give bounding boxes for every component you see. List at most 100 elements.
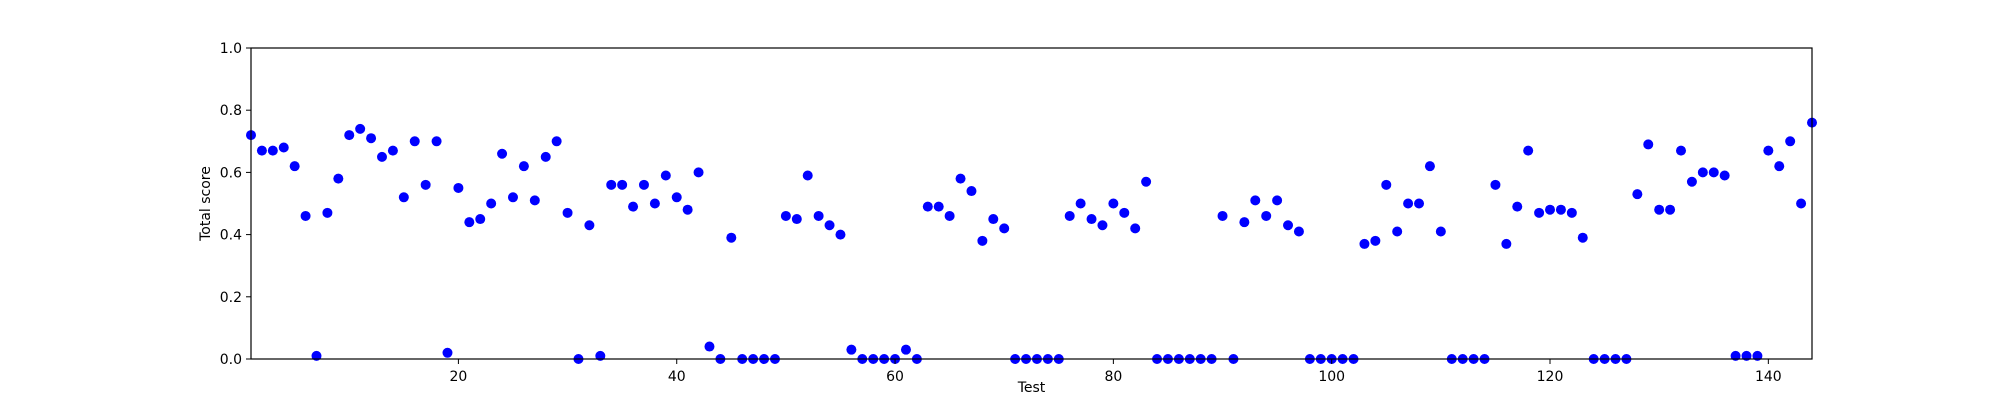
- data-point: [835, 229, 846, 240]
- data-point: [846, 344, 857, 355]
- y-tick-label: 0.6: [220, 165, 242, 181]
- data-point: [278, 142, 289, 153]
- data-point: [300, 210, 311, 221]
- axis-ticks: 20 40 60 80 100 120 140 0.0 0.2 0.4 0.6 0.8 1.0: [220, 41, 1782, 385]
- data-point: [1435, 226, 1446, 237]
- data-point: [1250, 195, 1261, 206]
- data-point: [1730, 350, 1741, 361]
- data-point: [453, 182, 464, 193]
- data-point: [1512, 201, 1523, 212]
- y-tick-label: 1.0: [220, 41, 242, 57]
- data-point: [1424, 161, 1435, 172]
- data-point: [1097, 220, 1108, 231]
- data-point: [1392, 226, 1403, 237]
- data-point: [813, 210, 824, 221]
- y-tick-label: 0.2: [220, 290, 242, 306]
- data-point: [376, 151, 387, 162]
- data-point: [431, 136, 442, 147]
- data-point: [344, 130, 355, 141]
- data-point: [791, 214, 802, 225]
- data-point: [333, 173, 344, 184]
- data-point: [1523, 145, 1534, 156]
- data-point: [1119, 207, 1130, 218]
- y-tick-label: 0.0: [220, 352, 242, 368]
- axes-frame: [250, 47, 1813, 360]
- data-point: [944, 210, 955, 221]
- data-point: [1293, 226, 1304, 237]
- data-point: [1217, 210, 1228, 221]
- data-point: [409, 136, 420, 147]
- data-point: [1414, 198, 1425, 209]
- data-point: [1064, 210, 1075, 221]
- data-point: [387, 145, 398, 156]
- data-point: [1763, 145, 1774, 156]
- plot-area: [246, 117, 1817, 364]
- data-point: [1490, 179, 1501, 190]
- data-point: [1403, 198, 1414, 209]
- x-tick-label: 80: [1104, 369, 1122, 385]
- x-tick-label: 120: [1537, 369, 1564, 385]
- data-point: [780, 210, 791, 221]
- data-point: [966, 186, 977, 197]
- data-point: [1141, 176, 1152, 187]
- data-point: [1665, 204, 1676, 215]
- data-point: [1697, 167, 1708, 178]
- data-point: [1719, 170, 1730, 181]
- data-point: [1555, 204, 1566, 215]
- data-point: [824, 220, 835, 231]
- data-point: [1108, 198, 1119, 209]
- data-point: [311, 350, 322, 361]
- data-point: [256, 145, 267, 156]
- data-point: [1741, 350, 1752, 361]
- data-point: [267, 145, 278, 156]
- data-point: [999, 223, 1010, 234]
- data-point: [1643, 139, 1654, 150]
- data-point: [682, 204, 693, 215]
- data-point: [1632, 189, 1643, 200]
- data-point: [977, 235, 988, 246]
- data-point: [660, 170, 671, 181]
- data-point: [1534, 207, 1545, 218]
- data-point: [922, 201, 933, 212]
- x-tick-label: 140: [1755, 369, 1782, 385]
- data-point: [1075, 198, 1086, 209]
- data-point: [366, 133, 377, 144]
- data-point: [628, 201, 639, 212]
- data-point: [802, 170, 813, 181]
- data-point: [704, 341, 715, 352]
- data-point: [1785, 136, 1796, 147]
- data-point: [638, 179, 649, 190]
- data-point: [1774, 161, 1785, 172]
- data-point: [464, 217, 475, 228]
- x-tick-label: 20: [449, 369, 467, 385]
- x-tick-label: 60: [886, 369, 904, 385]
- data-point: [518, 161, 529, 172]
- data-point: [1086, 214, 1097, 225]
- data-point: [726, 232, 737, 243]
- data-point: [475, 214, 486, 225]
- data-point: [900, 344, 911, 355]
- y-axis-label: Total score: [198, 166, 214, 242]
- data-point: [693, 167, 704, 178]
- y-tick-label: 0.8: [220, 103, 242, 119]
- data-point: [1752, 350, 1763, 361]
- data-point: [442, 347, 453, 358]
- data-point: [1359, 238, 1370, 249]
- data-point: [1501, 238, 1512, 249]
- data-point: [1545, 204, 1556, 215]
- data-point: [497, 148, 508, 159]
- data-point: [1686, 176, 1697, 187]
- data-point: [649, 198, 660, 209]
- y-tick-label: 0.4: [220, 228, 242, 244]
- data-point: [1566, 207, 1577, 218]
- data-point: [955, 173, 966, 184]
- data-point: [1130, 223, 1141, 234]
- data-point: [355, 123, 366, 134]
- data-point: [1577, 232, 1588, 243]
- data-point: [671, 192, 682, 203]
- data-point: [988, 214, 999, 225]
- data-point: [584, 220, 595, 231]
- data-point: [606, 179, 617, 190]
- data-point: [1283, 220, 1294, 231]
- data-point: [1261, 210, 1272, 221]
